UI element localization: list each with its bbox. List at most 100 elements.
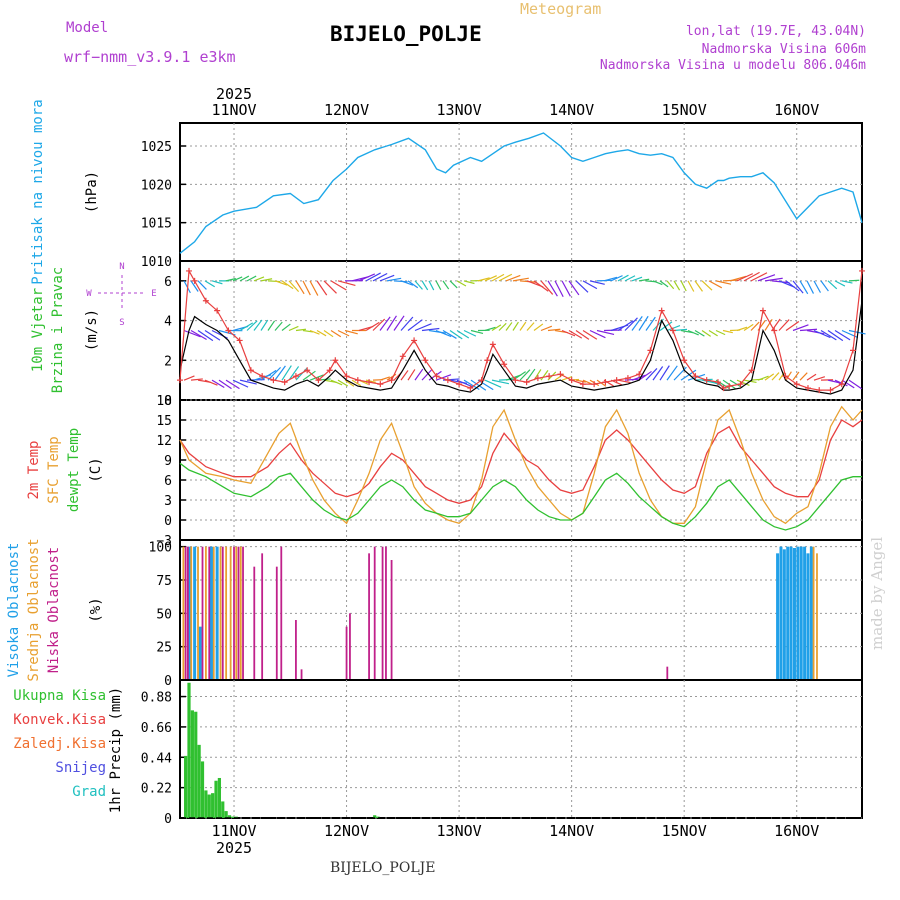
- cloud-bar-high-1: [193, 546, 197, 680]
- cloud-bar-mid-9: [239, 546, 242, 680]
- y-tick-label-pressure-0: 1010: [141, 255, 172, 270]
- wind-vector-254: [617, 274, 629, 282]
- wind-vector-21: [330, 379, 343, 386]
- wind-vector-181: [778, 319, 790, 331]
- wind-subtitle: Brzina i Pravac: [50, 267, 66, 393]
- y-tick-label-precip-4: 0.88: [141, 691, 172, 706]
- gust-marker-18: [366, 379, 373, 386]
- wind-vector-283: [820, 280, 829, 292]
- gust-marker-3: [202, 297, 209, 304]
- wind-vector-84: [771, 372, 780, 381]
- precip-bar-13: [227, 815, 232, 818]
- gust-marker-1: [186, 267, 193, 274]
- wind-vector-132: [435, 329, 452, 338]
- wind-vector-259: [652, 280, 663, 286]
- wind-vector-109: [274, 321, 283, 331]
- x-tick-label-top-0: 11NOV: [211, 101, 256, 119]
- wind-vector-274: [757, 274, 776, 282]
- y-tick-label-wind-1: 2: [164, 354, 172, 369]
- y-tick-label-temperature-5: 12: [156, 434, 172, 449]
- wind-vector-82: [757, 375, 769, 381]
- wind-vector-278: [785, 280, 800, 292]
- cloud-bar-mid-11: [816, 553, 818, 680]
- wind-vector-171: [708, 329, 718, 337]
- wind-vector-31: [400, 370, 409, 381]
- y-tick-label-pressure-1: 1015: [141, 217, 172, 232]
- wind-vector-36: [435, 374, 452, 381]
- model-label: Model: [66, 20, 109, 36]
- gust-marker-13: [315, 377, 322, 384]
- wind-vector-270: [729, 275, 747, 282]
- wind-vector-4: [211, 379, 225, 388]
- wind-vector-279: [792, 280, 804, 294]
- temp-ylabel: (C): [88, 457, 104, 482]
- wind-vector-133: [442, 329, 457, 339]
- cloud-subtitle2: Niska Oblacnost: [46, 547, 62, 673]
- wind-vector-137: [470, 329, 484, 335]
- wind-vector-190: [841, 329, 859, 339]
- compass-e: E: [151, 289, 156, 299]
- wind-vector-148: [547, 328, 561, 332]
- gust-marker-35: [546, 373, 553, 380]
- cloud-bar-low-6: [237, 546, 240, 680]
- cloud-title: Visoka Oblacnost: [6, 543, 22, 678]
- cloud-bar-low-12: [295, 620, 297, 680]
- wind-vector-85: [778, 371, 786, 381]
- wind-vector-153: [582, 329, 598, 340]
- wind-vector-203: [260, 278, 273, 282]
- wind-vector-5: [218, 379, 232, 390]
- compass-s: S: [119, 318, 124, 328]
- wind-vector-26: [365, 379, 376, 383]
- wind-vector-206: [281, 280, 294, 290]
- wind-vector-260: [659, 280, 669, 288]
- cloud-bar-high-5: [776, 553, 780, 680]
- wind-ylabel: (m/s): [84, 309, 100, 351]
- gust-marker-63: [849, 347, 856, 354]
- y-tick-label-wind-0: 0: [164, 394, 172, 409]
- wind-vector-201: [246, 275, 257, 282]
- wind-vector-250: [589, 280, 605, 285]
- y-tick-label-precip-3: 0.66: [141, 721, 172, 736]
- wind-vector-145: [526, 322, 535, 331]
- wind-vector-107: [260, 319, 269, 331]
- wind-vector-18: [309, 374, 324, 381]
- wind-vector-285: [834, 280, 846, 287]
- wind-vector-14: [281, 365, 292, 381]
- precip-legend-2: Zaledj.Kisa: [13, 736, 106, 752]
- gust-marker-24: [433, 373, 440, 380]
- wind-vector-234: [477, 277, 490, 282]
- gust-marker-34: [534, 375, 541, 382]
- gust-marker-5: [225, 327, 232, 334]
- wind-vector-280: [799, 280, 809, 295]
- cloud-bar-high-6: [779, 546, 783, 680]
- gust-marker-53: [737, 381, 744, 388]
- wind-vector-83: [764, 373, 775, 381]
- wind-vector-228: [435, 280, 442, 291]
- wind-vector-112: [295, 328, 307, 332]
- compass-n: N: [119, 262, 124, 272]
- gust-marker-58: [793, 381, 800, 388]
- wind-vector-127: [400, 316, 414, 331]
- wind-vector-118: [337, 329, 350, 337]
- wind-vector-136: [463, 329, 477, 337]
- cloud-bar-low-3: [208, 546, 211, 680]
- wind-vector-32: [407, 369, 416, 381]
- wind-vector-146: [533, 323, 544, 331]
- wind-vector-65: [638, 370, 652, 381]
- gust-marker-48: [692, 373, 699, 380]
- precip-legend-0: Ukupna Kisa: [13, 688, 106, 704]
- wind-vector-92: [827, 379, 841, 384]
- precip-legend-1: Konvek.Kisa: [13, 712, 106, 728]
- wind-vector-264: [687, 280, 695, 292]
- wind-vector-98: [197, 330, 214, 342]
- pressure-line: [179, 132, 863, 254]
- gust-marker-25: [444, 377, 451, 384]
- wind-vector-214: [337, 280, 356, 287]
- wind-vector-284: [827, 280, 838, 290]
- wind-vector-88: [799, 372, 808, 381]
- wind-vector-130: [421, 327, 440, 332]
- x-tick-label-bottom-2: 13NOV: [437, 822, 482, 840]
- year-label-bottom: 2025: [216, 839, 252, 857]
- wind-vector-281: [806, 280, 815, 294]
